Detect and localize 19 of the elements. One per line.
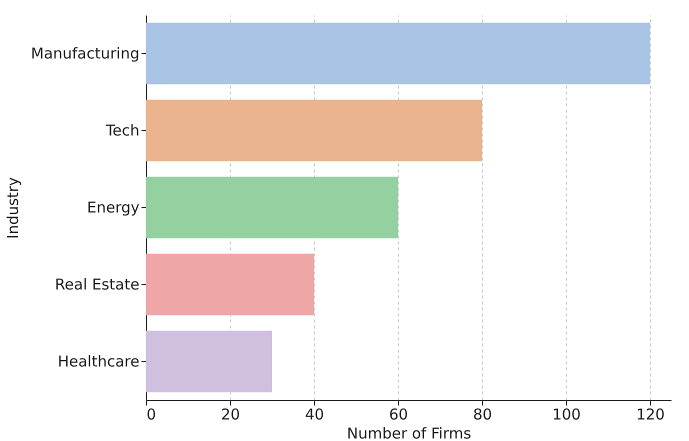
x-tick-label: 40 bbox=[304, 406, 324, 424]
y-tick-label: Healthcare bbox=[58, 352, 140, 370]
x-tick-label: 100 bbox=[552, 406, 581, 424]
bar bbox=[146, 254, 314, 316]
y-tick-label: Tech bbox=[104, 122, 140, 140]
x-tick-label: 120 bbox=[636, 406, 665, 424]
y-axis-title: Industry bbox=[4, 177, 22, 239]
x-tick-label: 20 bbox=[220, 406, 240, 424]
y-tick-label: Manufacturing bbox=[30, 44, 140, 62]
bar bbox=[146, 176, 398, 238]
bar bbox=[146, 330, 272, 392]
bar bbox=[146, 100, 482, 162]
bar bbox=[146, 22, 650, 84]
x-axis-title: Number of Firms bbox=[346, 424, 472, 441]
x-tick-label: 60 bbox=[388, 406, 408, 424]
y-tick-label: Energy bbox=[86, 198, 140, 216]
y-tick-label: Real Estate bbox=[54, 276, 140, 294]
x-tick-label: 80 bbox=[472, 406, 492, 424]
x-tick-label: 0 bbox=[146, 406, 156, 424]
